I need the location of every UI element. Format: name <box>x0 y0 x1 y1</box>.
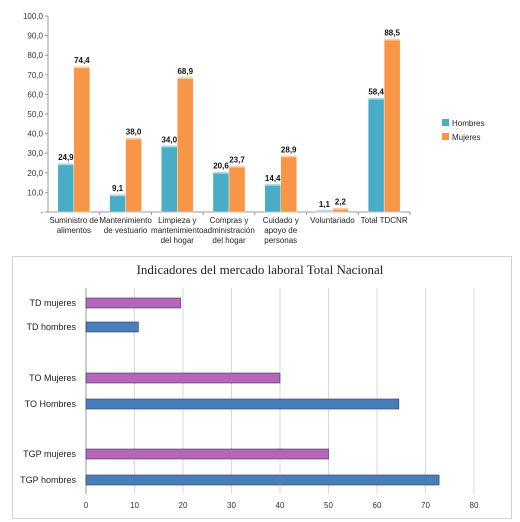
legend-swatch-mujeres <box>442 133 449 140</box>
bar-tgp-mujeres <box>85 448 329 460</box>
data-label: 58,4 <box>368 88 384 97</box>
data-label: 2,2 <box>335 198 347 207</box>
bar-highlight <box>177 76 194 79</box>
x-tick-label: 20 <box>179 501 188 510</box>
data-label: 24,9 <box>58 153 74 162</box>
x-tick-label: 80 <box>470 501 479 510</box>
x-tick-label: 60 <box>373 501 382 510</box>
legend-label-hombres: Hombres <box>452 119 484 128</box>
legend-label-mujeres: Mujeres <box>452 133 480 142</box>
data-label: 68,9 <box>177 67 193 76</box>
bar-highlight <box>332 207 349 210</box>
category-label: Mantenimiento de vestuario <box>99 216 152 235</box>
data-label: 34,0 <box>161 135 177 144</box>
bar-hombres <box>161 145 178 213</box>
bar-mujeres <box>280 155 297 213</box>
bar-td-hombres <box>85 321 139 333</box>
bar-hombres <box>264 183 281 213</box>
bar-highlight <box>316 209 333 212</box>
bar-highlight <box>213 171 229 174</box>
bar-chart-trabajo-domestico: - 10,0 20,0 30,0 40,0 50,0 60,0 70,0 80,0 90,0 100… <box>23 12 484 245</box>
data-label: 20,6 <box>213 162 229 171</box>
y-tick-label: 80,0 <box>27 51 43 60</box>
bar-highlight <box>368 97 385 100</box>
data-label: 1,1 <box>319 200 331 209</box>
category-label: Suministro de alimentos <box>49 216 98 235</box>
x-tick-label: 50 <box>324 501 333 510</box>
bar-hombres <box>212 171 230 213</box>
x-tick-label: 0 <box>84 501 89 510</box>
x-tick-label: 30 <box>227 501 236 510</box>
bar-highlight <box>109 194 126 197</box>
bar-highlight <box>280 155 297 158</box>
bar-chart-mercado-laboral: Indicadores del mercado laboral Total Na… <box>12 256 512 519</box>
bar-highlight <box>57 163 74 166</box>
bar-hombres <box>367 97 385 213</box>
data-label: 88,5 <box>384 29 400 38</box>
bar-highlight <box>161 145 178 148</box>
data-label: 14,4 <box>265 174 281 183</box>
legend-swatch-hombres <box>442 119 449 126</box>
category-label: TO Mujeres <box>29 373 76 383</box>
data-label: 28,9 <box>281 145 297 154</box>
bar-highlight <box>73 66 90 69</box>
chart-title: Indicadores del mercado laboral Total Na… <box>137 262 384 277</box>
category-label: TGP mujeres <box>23 449 76 459</box>
data-label: 23,7 <box>229 156 245 165</box>
data-label: 9,1 <box>112 184 124 193</box>
bar-tgp-hombres <box>85 474 440 486</box>
category-label: Total TDCNR <box>361 216 408 225</box>
bar-to-mujeres <box>85 372 281 384</box>
bar-mujeres <box>228 165 246 213</box>
y-tick-label: 20,0 <box>27 169 43 178</box>
y-tick-label: 50,0 <box>27 110 43 119</box>
bar-mujeres <box>383 38 401 213</box>
y-tick-label: 40,0 <box>27 130 43 139</box>
bar-mujeres <box>177 76 194 213</box>
category-label: Limpieza y mantenimiento del hogar <box>151 216 204 245</box>
x-tick-label: 10 <box>130 501 139 510</box>
data-label: 74,4 <box>74 56 90 65</box>
bar-mujeres <box>125 137 142 213</box>
x-tick-label: 70 <box>421 501 430 510</box>
bar-highlight <box>229 165 245 168</box>
bar-highlight <box>264 183 281 186</box>
category-label: TO Hombres <box>25 399 77 409</box>
category-label: Compras y administración del hogar <box>203 216 255 245</box>
y-tick-label: 90,0 <box>27 32 43 41</box>
data-label: 38,0 <box>126 128 142 137</box>
category-label: TGP hombres <box>20 475 76 485</box>
y-tick-label: - <box>40 208 43 217</box>
bar-mujeres <box>73 65 91 213</box>
category-label: Voluntariado <box>310 216 355 225</box>
y-tick-label: 70,0 <box>27 71 43 80</box>
y-tick-label: 100,0 <box>23 12 44 21</box>
bar-td-mujeres <box>85 297 181 309</box>
y-tick-label: 30,0 <box>27 149 43 158</box>
category-label: TD mujeres <box>29 298 76 308</box>
x-tick-label: 40 <box>276 501 285 510</box>
y-tick-label: 60,0 <box>27 90 43 99</box>
bar-highlight <box>384 38 401 41</box>
bar-hombres <box>57 162 75 213</box>
bar-hombres <box>109 193 126 213</box>
bar-highlight <box>125 137 142 140</box>
y-tick-label: 10,0 <box>27 188 43 197</box>
category-label: Cuidado y apoyo de personas <box>263 216 299 245</box>
category-label: TD hombres <box>26 322 76 332</box>
bar-to-hombres <box>85 398 400 410</box>
